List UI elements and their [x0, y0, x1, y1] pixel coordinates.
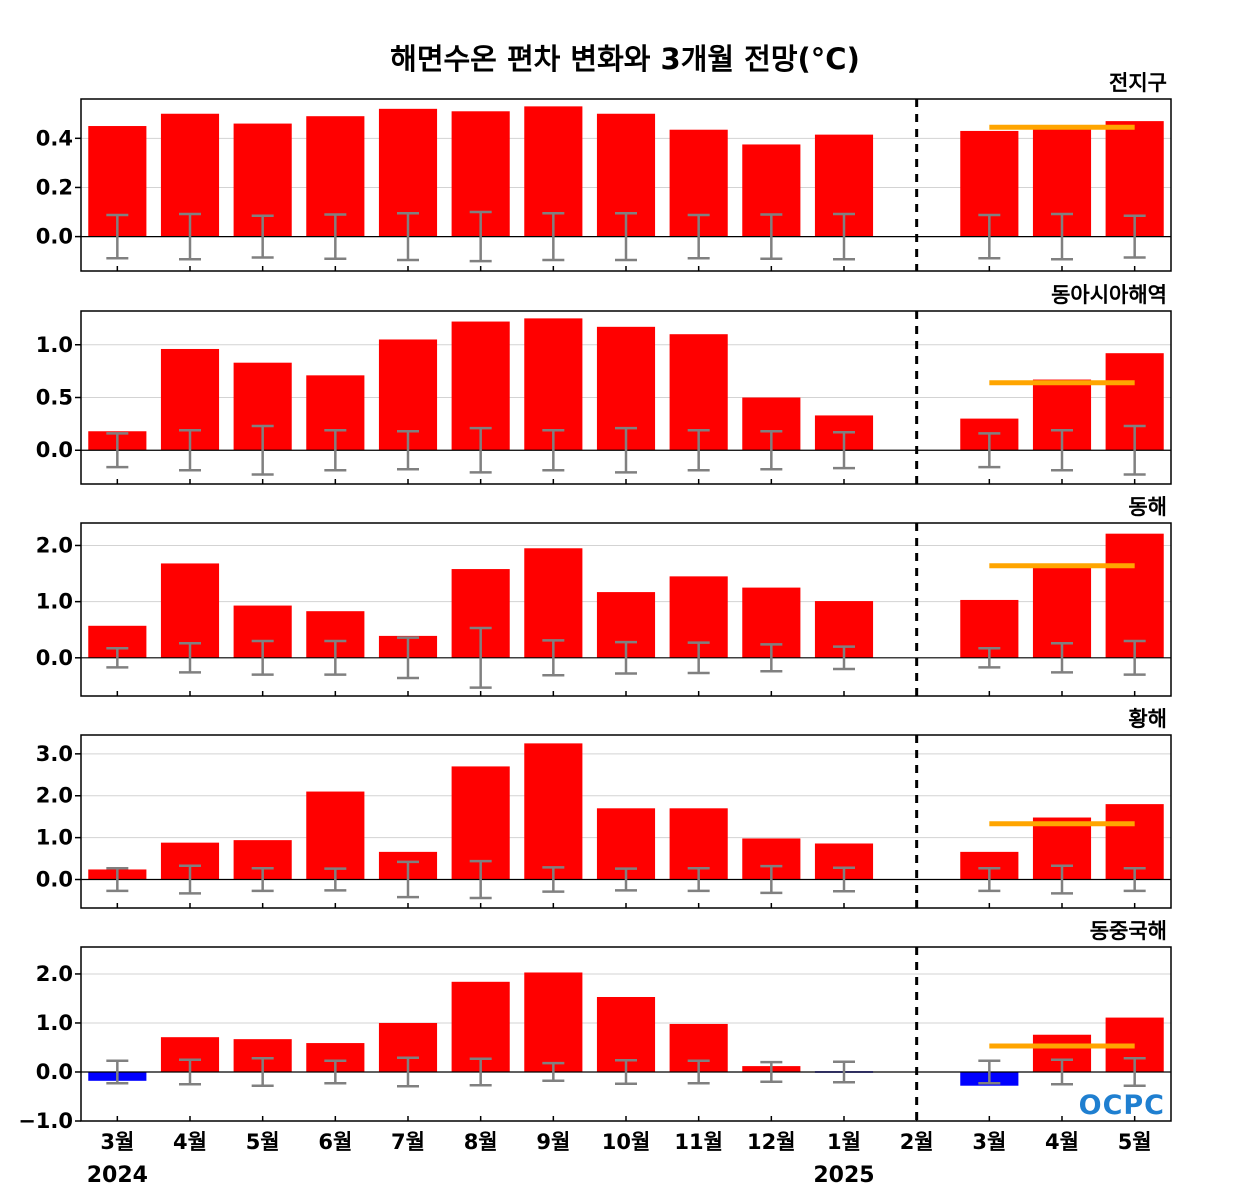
y-tick-label: 0.0 — [36, 438, 73, 462]
panel-frame — [80, 98, 1172, 272]
x-tick-label: 9월 — [536, 1130, 570, 1154]
panel-frame — [80, 946, 1172, 1122]
x-tick-label: 4월 — [173, 1130, 207, 1154]
panel-title: 동해 — [1128, 495, 1167, 519]
panel-3: 황해 0.0 1.0 2.0 3.0 — [36, 707, 1172, 909]
x-tick-label: 11월 — [674, 1130, 723, 1154]
y-tick-label: 2.0 — [36, 784, 73, 808]
panel-frame — [80, 522, 1172, 697]
y-tick-label: 2.0 — [36, 962, 73, 986]
x-tick-label: 5월 — [246, 1130, 280, 1154]
panel-frame — [80, 734, 1172, 909]
panel-1: 동아시아해역 0.0 0.5 1.0 — [36, 283, 1172, 485]
panel-0: 전지구 0.0 0.2 0.4 — [36, 71, 1172, 272]
panel-frame — [80, 310, 1172, 485]
bar — [524, 743, 583, 880]
year-label: 2024 — [87, 1163, 148, 1188]
x-tick-label: 12월 — [747, 1130, 796, 1154]
year-label: 2025 — [813, 1163, 874, 1188]
bar — [1105, 804, 1164, 880]
y-tick-label: 0.0 — [36, 1060, 73, 1084]
logo-text: OCPC — [1079, 1090, 1165, 1121]
x-tick-label: 2월 — [900, 1130, 934, 1154]
bar — [306, 791, 365, 880]
x-tick-label: 4월 — [1045, 1130, 1079, 1154]
bar — [1105, 533, 1164, 658]
y-tick-label: 1.0 — [36, 826, 73, 850]
panel-4: 동중국해 −1.0 0.0 1.0 2.0 — [18, 919, 1172, 1133]
y-tick-label: −1.0 — [18, 1109, 73, 1133]
x-axis: 3월 4월 5월 6월 7월 8월 9월 10월 11월 12월 1월 2월 3월 4월 5월 2024 202… — [87, 1130, 1152, 1188]
y-tick-label: 0.4 — [36, 126, 73, 150]
x-tick-label: 10월 — [602, 1130, 651, 1154]
y-tick-label: 3.0 — [36, 742, 73, 766]
x-tick-label: 6월 — [318, 1130, 352, 1154]
x-tick-label: 7월 — [391, 1130, 425, 1154]
chart-panels: 전지구0.00.20.4동아시아해역0.00.51.0동해0.01.02.0황해… — [18, 71, 1172, 1133]
y-tick-label: 1.0 — [36, 590, 73, 614]
x-tick-label: 8월 — [464, 1130, 498, 1154]
y-tick-label: 0.0 — [36, 646, 73, 670]
bar — [524, 318, 583, 451]
y-tick-label: 0.5 — [36, 386, 73, 410]
x-tick-label: 1월 — [827, 1130, 861, 1154]
y-tick-label: 0.0 — [36, 225, 73, 249]
x-tick-label: 3월 — [972, 1130, 1006, 1154]
panel-title: 동아시아해역 — [1051, 283, 1167, 307]
panel-title: 전지구 — [1109, 71, 1167, 95]
y-tick-label: 1.0 — [36, 333, 73, 357]
chart-title: 해면수온 편차 변화와 3개월 전망(°C) — [390, 42, 860, 76]
panel-title: 동중국해 — [1090, 919, 1167, 943]
x-tick-label: 3월 — [100, 1130, 134, 1154]
y-tick-label: 2.0 — [36, 533, 73, 557]
ocpc-logo: OCPC — [1079, 1090, 1165, 1121]
bar — [451, 981, 510, 1072]
panel-2: 동해 0.0 1.0 2.0 — [36, 495, 1172, 697]
panel-title: 황해 — [1128, 707, 1167, 731]
y-tick-label: 0.2 — [36, 175, 73, 199]
y-tick-label: 1.0 — [36, 1011, 73, 1035]
y-tick-label: 0.0 — [36, 868, 73, 892]
bar — [524, 972, 583, 1072]
x-tick-label: 5월 — [1118, 1130, 1152, 1154]
